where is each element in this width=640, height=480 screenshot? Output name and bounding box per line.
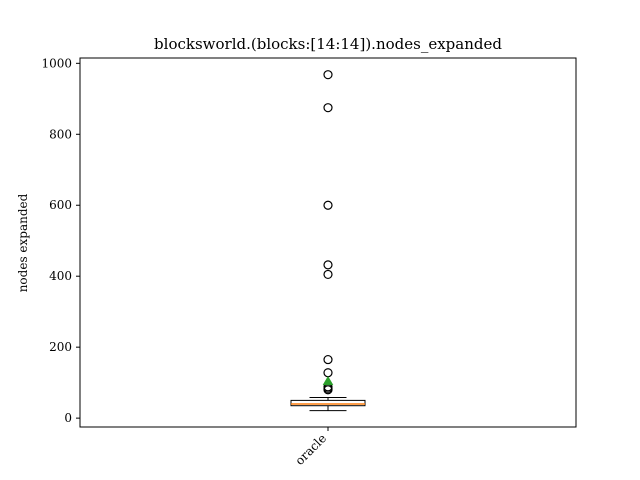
outlier-point bbox=[323, 260, 333, 270]
outlier-point bbox=[323, 200, 333, 210]
y-tick-label: 1000 bbox=[41, 56, 72, 70]
y-tick-label: 400 bbox=[49, 269, 72, 283]
box-plot bbox=[290, 70, 366, 412]
outlier-point bbox=[323, 70, 333, 80]
y-axis-label: nodes expanded bbox=[16, 193, 30, 292]
y-tick-label: 600 bbox=[49, 198, 72, 212]
outlier-point bbox=[323, 368, 333, 378]
chart-title: blocksworld.(blocks:[14:14]).nodes_expan… bbox=[154, 35, 502, 53]
y-tick-label: 800 bbox=[49, 127, 72, 141]
y-axis: 0 200 400 600 800 1000 bbox=[41, 56, 80, 425]
outlier-point bbox=[323, 103, 333, 113]
x-tick-label: oracle bbox=[293, 431, 330, 468]
x-axis: oracle bbox=[293, 427, 330, 468]
iqr-box bbox=[290, 399, 366, 407]
y-tick-label: 0 bbox=[64, 411, 72, 425]
outlier-point bbox=[323, 354, 333, 365]
mean-marker bbox=[322, 375, 334, 386]
y-tick-label: 200 bbox=[49, 340, 72, 354]
outlier-point bbox=[323, 269, 333, 280]
plot-frame bbox=[79, 57, 577, 428]
